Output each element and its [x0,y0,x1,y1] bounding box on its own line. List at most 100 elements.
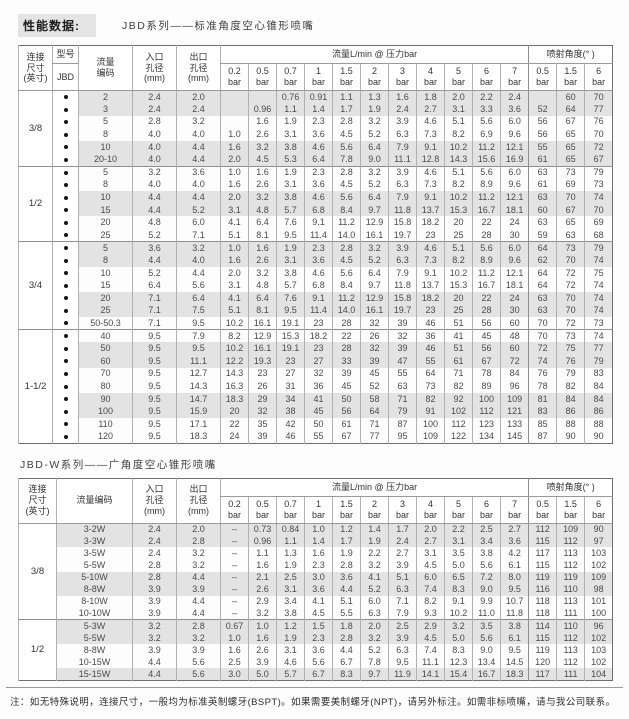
inlet-diameter-cell: 2.4 [132,535,177,548]
table-row: 3 2.4 2.4 0.96 1.1 1.4 1.7 1.9 2.4 2.7 3.1 3.3 3.6 52… [19,103,613,116]
flow-value-cell: 8.4 [332,203,361,217]
flow-code-cell: 25 [78,304,133,318]
outlet-diameter-cell: 9.5 [176,317,221,330]
flow-value-cell: 1.1 [248,547,277,560]
flow-value-cell: 63 [388,380,417,393]
flow-value-cell: 27 [276,367,305,381]
flow-value-cell: 78 [472,367,501,381]
flow-code-cell: 80 [78,380,133,393]
flow-value-cell: 5.7 [276,279,305,292]
flow-value-cell: 2.7 [388,547,417,560]
flow-value-cell: 9.1 [416,266,445,280]
flow-value-cell: 56 [472,342,501,355]
flow-value-cell: 4.6 [416,241,445,255]
flow-value-cell: 96 [499,380,529,393]
flow-value-cell: 26 [360,329,389,343]
flow-value-cell: 6.4 [360,191,389,204]
flow-value-cell: 100 [472,392,501,406]
flow-value-cell: 0.73 [248,523,277,536]
flow-value-cell: 3.1 [276,644,305,657]
model-dot-cell [52,178,79,192]
flow-value-cell: 2.2 [472,90,501,104]
outlet-diameter-cell: 4.4 [176,595,221,608]
table-row: 15 6.4 5.6 3.1 4.8 5.7 6.8 8.4 9.7 11.8 13.7 15.3 16… [19,279,613,292]
inlet-diameter-cell: 9.5 [132,354,177,368]
flow-value-cell: 16.1 [360,229,389,242]
flow-value-cell: 13.4 [472,656,501,669]
flow-value-cell: 1.0 [220,631,249,645]
flow-value-cell: 109 [416,430,445,444]
bullet-icon [63,434,68,439]
flow-value-cell: 6.0 [499,165,529,179]
flow-value-cell: 10.2 [444,140,473,154]
flow-value-cell: 2.0 [360,619,389,632]
flow-value-cell: 9.1 [304,292,333,305]
inlet-diameter-cell: 9.5 [132,417,177,431]
bullet-icon [63,359,68,364]
flow-value-cell: 1.4 [304,103,333,116]
flow-code-cell: 8-8W [56,644,133,657]
angle-value-cell: 70 [556,292,585,305]
flow-value-cell: 11.2 [472,140,501,154]
flow-value-cell: 3.5 [472,619,501,632]
angle-value-cell: 70 [528,317,557,330]
bullet-icon [63,157,68,162]
outlet-diameter-cell: 4.4 [176,266,221,280]
table-row: 80 9.5 14.3 16.3 26 31 36 45 52 63 73 82 89 96 78 82 84 [19,380,613,393]
outlet-diameter-cell: 4.4 [176,607,221,620]
flow-value-cell: 1.7 [332,103,361,116]
flow-value-cell: 10.2 [444,607,473,620]
angle-value-cell: 84 [584,380,613,393]
flow-value-cell: 7.9 [388,266,417,280]
angle-value-cell: 69 [556,178,585,192]
flow-value-cell: 3.0 [304,571,333,584]
flow-value-cell: 2.3 [304,559,333,572]
flow-value-cell: 5.6 [472,115,501,129]
outlet-diameter-cell: 18.3 [176,430,221,444]
flow-value-cell: 5.1 [220,304,249,318]
flow-value-cell: 9.7 [360,668,389,681]
angle-pressure-header: 0.5 bar [528,63,557,91]
flow-value-cell: 46 [416,342,445,355]
flow-value-cell: 3.5 [444,547,473,560]
inlet-diameter-cell: 2.4 [132,90,177,104]
table-row: 20 4.8 6.0 4.1 6.4 7.6 9.1 11.2 12.9 15.8 18.2 20 22… [19,216,613,230]
flow-value-cell: 18.1 [499,203,529,217]
flow-value-cell: 2.5 [388,619,417,632]
flow-value-cell: 4.6 [276,656,305,669]
outlet-diameter-cell: 2.0 [176,523,221,536]
flow-value-cell: 15.8 [388,216,417,230]
flow-value-cell: 1.5 [304,619,333,632]
bullet-icon [63,321,68,326]
flow-value-cell: 22 [472,216,501,230]
flow-value-cell: 3.1 [416,547,445,560]
connection-size-header: 连接 尺寸 (英寸) [18,45,53,91]
angle-value-cell: 104 [584,668,613,681]
angle-value-cell: 63 [528,165,557,179]
angle-value-cell: 70 [556,191,585,204]
flow-value-cell: 22 [472,292,501,305]
flow-code-cell: 40 [78,329,133,343]
flow-value-cell: 4.5 [332,254,361,267]
bullet-icon [63,283,68,288]
table-row: 10 4.4 4.4 2.0 3.2 3.8 4.6 5.6 6.4 7.9 9.1 10.2 11.2… [19,191,613,204]
flow-value-cell: 0.67 [220,619,249,632]
flow-value-cell: 1.6 [248,559,277,572]
flow-value-cell: 3.2 [248,607,277,620]
flow-value-cell: 72 [499,354,529,368]
flow-value-cell: 6.4 [248,292,277,305]
flow-value-cell: 1.6 [220,178,249,192]
outlet-diameter-header: 出口 孔径 (mm) [176,478,221,524]
bullet-icon [63,346,68,351]
bullet-icon [63,233,68,238]
flow-value-cell: 7.9 [388,607,417,620]
flow-value-cell: 20 [444,292,473,305]
outlet-diameter-cell: 11.1 [176,354,221,368]
inlet-diameter-cell: 4.4 [132,668,177,681]
outlet-diameter-cell: 3.2 [176,559,221,572]
flow-value-cell: 5.2 [360,254,389,267]
angle-value-cell: 109 [584,571,613,584]
flow-value-cell: 6.1 [499,559,529,572]
flow-value-cell: 1.4 [360,523,389,536]
angle-value-cell: 119 [528,571,557,584]
